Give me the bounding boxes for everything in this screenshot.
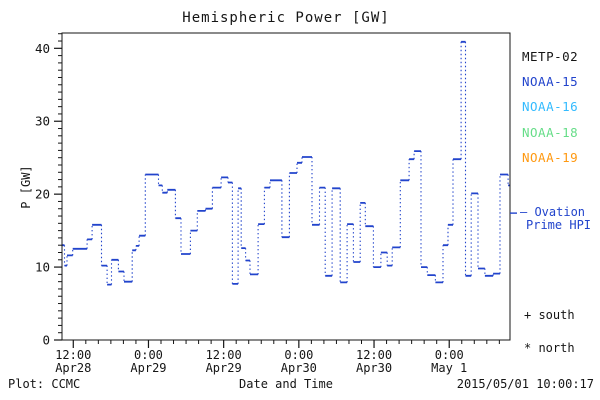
x-tick-time-label: 12:00 xyxy=(206,348,242,362)
x-tick-time-label: 0:00 xyxy=(435,348,464,362)
hpi-step-horizontals xyxy=(62,40,510,286)
hpi-step-verticals xyxy=(63,41,509,285)
axis-labels-group: 01020304012:00Apr280:00Apr2912:00Apr290:… xyxy=(35,41,467,375)
legend-item-noaa-18: NOAA-18 xyxy=(522,124,579,140)
x-tick-date-label: Apr29 xyxy=(130,361,166,375)
satellite-legend: METP-02 NOAA-15 NOAA-16 NOAA-18 NOAA-19 xyxy=(522,44,578,170)
x-tick-time-label: 0:00 xyxy=(284,348,313,362)
x-tick-date-label: Apr28 xyxy=(55,361,91,375)
axis-ticks-group xyxy=(54,33,500,348)
y-tick-label: 0 xyxy=(42,333,50,348)
legend-item-noaa-15: NOAA-15 xyxy=(522,74,579,90)
x-tick-date-label: Apr30 xyxy=(281,361,317,375)
x-tick-date-label: Apr30 xyxy=(356,361,392,375)
legend-item-noaa-16: NOAA-16 xyxy=(522,99,579,115)
hemisphere-markers: + south * north xyxy=(524,299,575,365)
ovation-label-line1: — Ovation xyxy=(520,205,586,219)
y-tick-label: 40 xyxy=(35,41,50,56)
ovation-label-line2: Prime HPI xyxy=(526,218,592,232)
x-tick-time-label: 0:00 xyxy=(134,348,163,362)
chart-title: Hemispheric Power [GW] xyxy=(182,10,390,26)
x-tick-date-label: Apr29 xyxy=(206,361,242,375)
north-marker-label: * north xyxy=(524,341,575,355)
ovation-prime-hpi-label: — Ovation Prime HPI xyxy=(520,206,591,232)
plot-frame xyxy=(61,32,511,341)
y-tick-label: 30 xyxy=(35,114,50,129)
y-tick-label: 20 xyxy=(35,187,50,202)
x-tick-time-label: 12:00 xyxy=(356,348,392,362)
legend-item-noaa-19: NOAA-19 xyxy=(522,149,579,165)
south-marker-label: + south xyxy=(524,308,575,322)
x-tick-date-label: May 1 xyxy=(431,361,467,375)
x-tick-time-label: 12:00 xyxy=(55,348,91,362)
plot-credit: Plot: CCMC xyxy=(8,377,81,391)
legend-item-metp-02: METP-02 xyxy=(522,49,579,64)
plot-timestamp: 2015/05/01 10:00:17 xyxy=(456,377,594,391)
x-axis-title: Date and Time xyxy=(239,377,333,391)
y-tick-label: 10 xyxy=(35,260,50,275)
data-curve-group xyxy=(62,40,510,286)
